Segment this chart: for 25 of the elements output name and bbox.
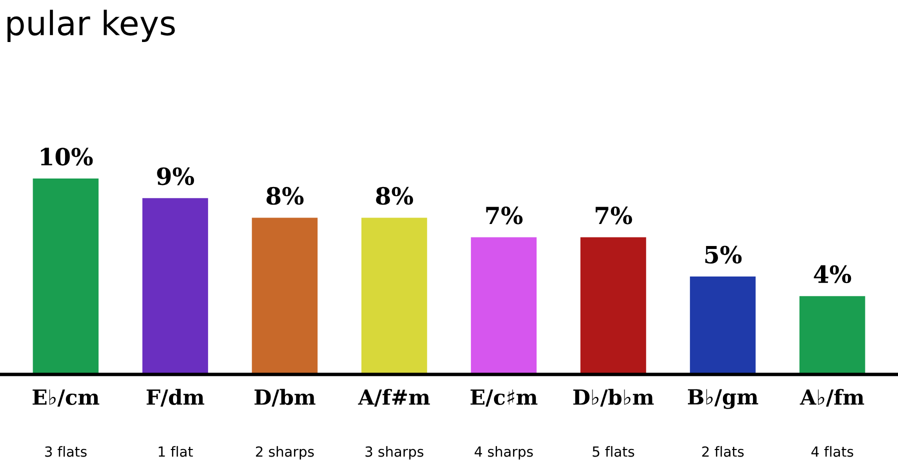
data-label: 8%: [266, 186, 304, 205]
category-label: F/dm 1 flat: [146, 388, 204, 457]
category-label: A♭/fm 4 flats: [800, 388, 864, 457]
data-label: 10%: [40, 148, 93, 166]
data-label: 8%: [376, 186, 414, 205]
data-label: 7%: [486, 206, 523, 224]
category-label: B♭/gm 2 flats: [688, 389, 758, 457]
category-label: D♭/b♭m 5 flats: [573, 388, 654, 457]
bar: [690, 276, 756, 374]
data-label: 7%: [596, 206, 632, 224]
bar: [580, 237, 646, 374]
bar: [142, 198, 208, 374]
data-label: 9%: [157, 167, 194, 186]
bar: [799, 296, 866, 374]
bar: [361, 218, 428, 374]
category-label: E/c♯m 4 sharps: [470, 389, 538, 460]
bar: [252, 218, 318, 374]
data-label: 4%: [814, 265, 852, 284]
category-label: A/f#m 3 sharps: [358, 388, 430, 460]
chart-title: pular keys: [8, 10, 175, 42]
bar: [470, 237, 537, 374]
category-label: E♭/cm 3 flats: [32, 389, 100, 457]
bar: [32, 178, 99, 374]
data-label: 5%: [705, 246, 742, 264]
category-label: D/bm 2 sharps: [254, 388, 316, 460]
